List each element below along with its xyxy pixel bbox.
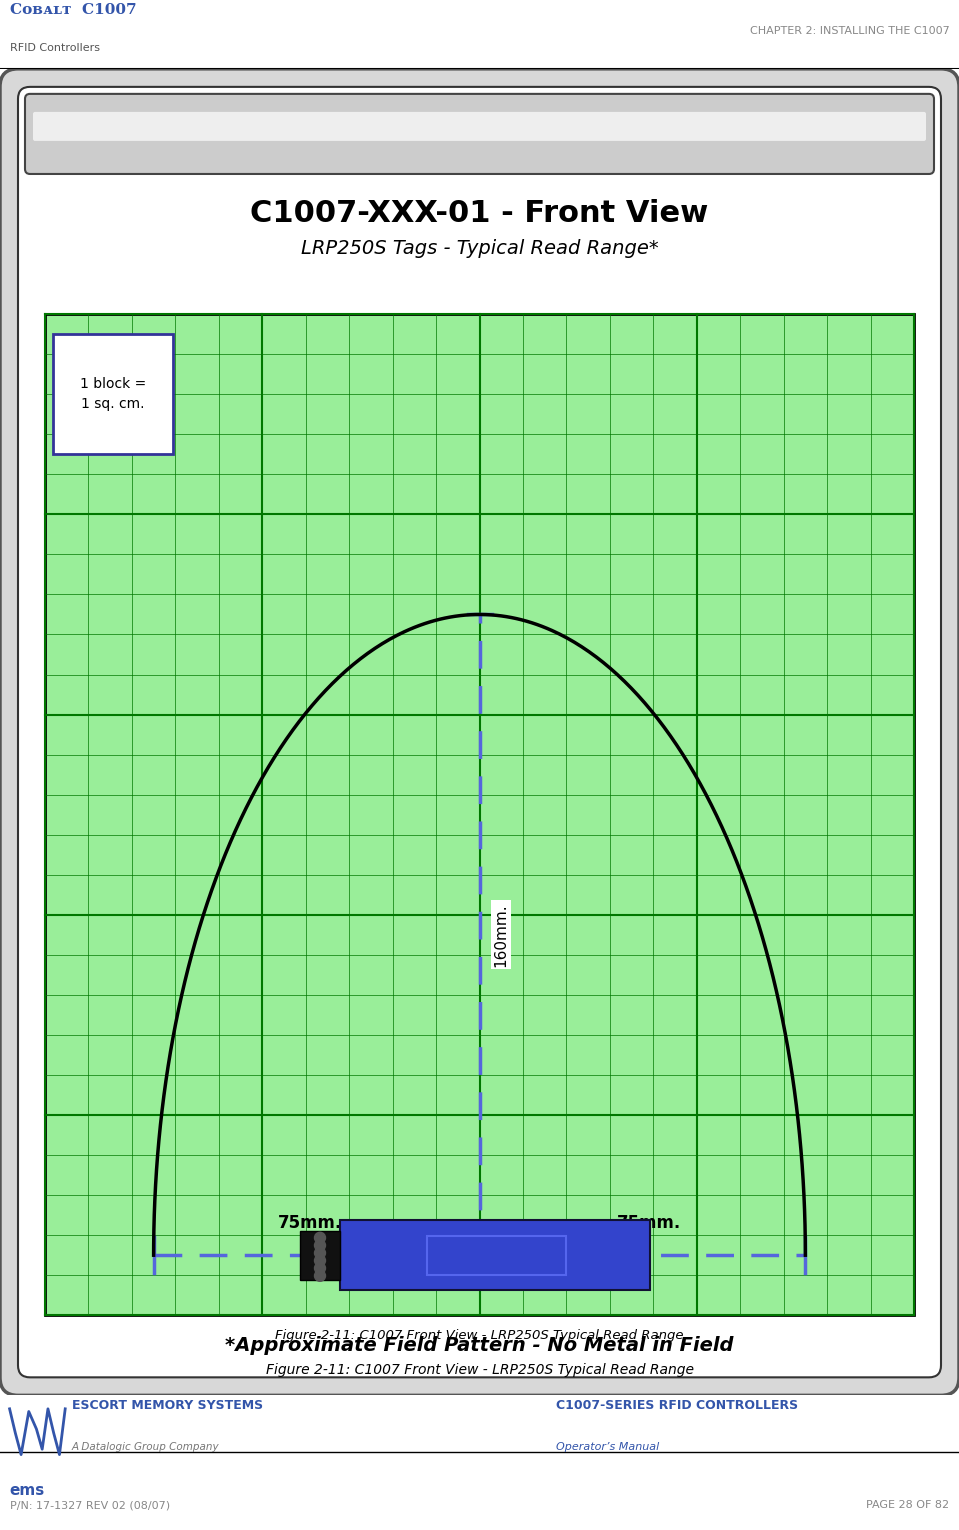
Bar — [300, 1230, 340, 1279]
Text: PAGE 28 OF 82: PAGE 28 OF 82 — [866, 1501, 949, 1510]
Text: 75mm.: 75mm. — [278, 1215, 342, 1232]
Circle shape — [315, 1232, 325, 1244]
Text: LRP250S Tags - Typical Read Range*: LRP250S Tags - Typical Read Range* — [301, 239, 658, 259]
Text: RFID Controllers: RFID Controllers — [10, 43, 100, 52]
Text: 1 block =
1 sq. cm.: 1 block = 1 sq. cm. — [80, 378, 146, 412]
Text: Cᴏʙᴀʟᴛ  C1007: Cᴏʙᴀʟᴛ C1007 — [10, 3, 136, 17]
Text: C1007-SERIES RFID CONTROLLERS: C1007-SERIES RFID CONTROLLERS — [556, 1400, 798, 1412]
Bar — [340, 1219, 650, 1290]
Bar — [427, 1236, 567, 1274]
Bar — [53, 334, 173, 454]
Text: ems: ems — [10, 1483, 45, 1498]
Text: Operator’s Manual: Operator’s Manual — [556, 1443, 660, 1452]
Circle shape — [315, 1239, 325, 1252]
Text: C1007-XXX-01 - Front View: C1007-XXX-01 - Front View — [250, 199, 709, 228]
FancyBboxPatch shape — [25, 93, 934, 174]
Text: CHAPTER 2: INSTALLING THE C1007: CHAPTER 2: INSTALLING THE C1007 — [750, 26, 949, 37]
Text: Figure 2-11: C1007 Front View - LRP250S Typical Read Range: Figure 2-11: C1007 Front View - LRP250S … — [266, 1363, 693, 1377]
Circle shape — [315, 1255, 325, 1267]
Text: 75mm.: 75mm. — [617, 1215, 681, 1232]
Text: Figure 2-11: C1007 Front View - LRP250S Typical Read Range: Figure 2-11: C1007 Front View - LRP250S … — [275, 1330, 684, 1342]
FancyBboxPatch shape — [18, 87, 941, 1377]
Circle shape — [315, 1262, 325, 1273]
Text: ESCORT MEMORY SYSTEMS: ESCORT MEMORY SYSTEMS — [72, 1400, 263, 1412]
Text: 160mm.: 160mm. — [494, 903, 508, 967]
Circle shape — [315, 1270, 325, 1281]
Text: *Approximate Field Pattern - No Metal in Field: *Approximate Field Pattern - No Metal in… — [225, 1336, 734, 1354]
FancyBboxPatch shape — [33, 112, 926, 141]
Text: P/N: 17-1327 REV 02 (08/07): P/N: 17-1327 REV 02 (08/07) — [10, 1501, 170, 1510]
Circle shape — [315, 1247, 325, 1259]
FancyBboxPatch shape — [0, 69, 959, 1395]
Text: A Datalogic Group Company: A Datalogic Group Company — [72, 1443, 220, 1452]
Bar — [45, 314, 914, 1316]
